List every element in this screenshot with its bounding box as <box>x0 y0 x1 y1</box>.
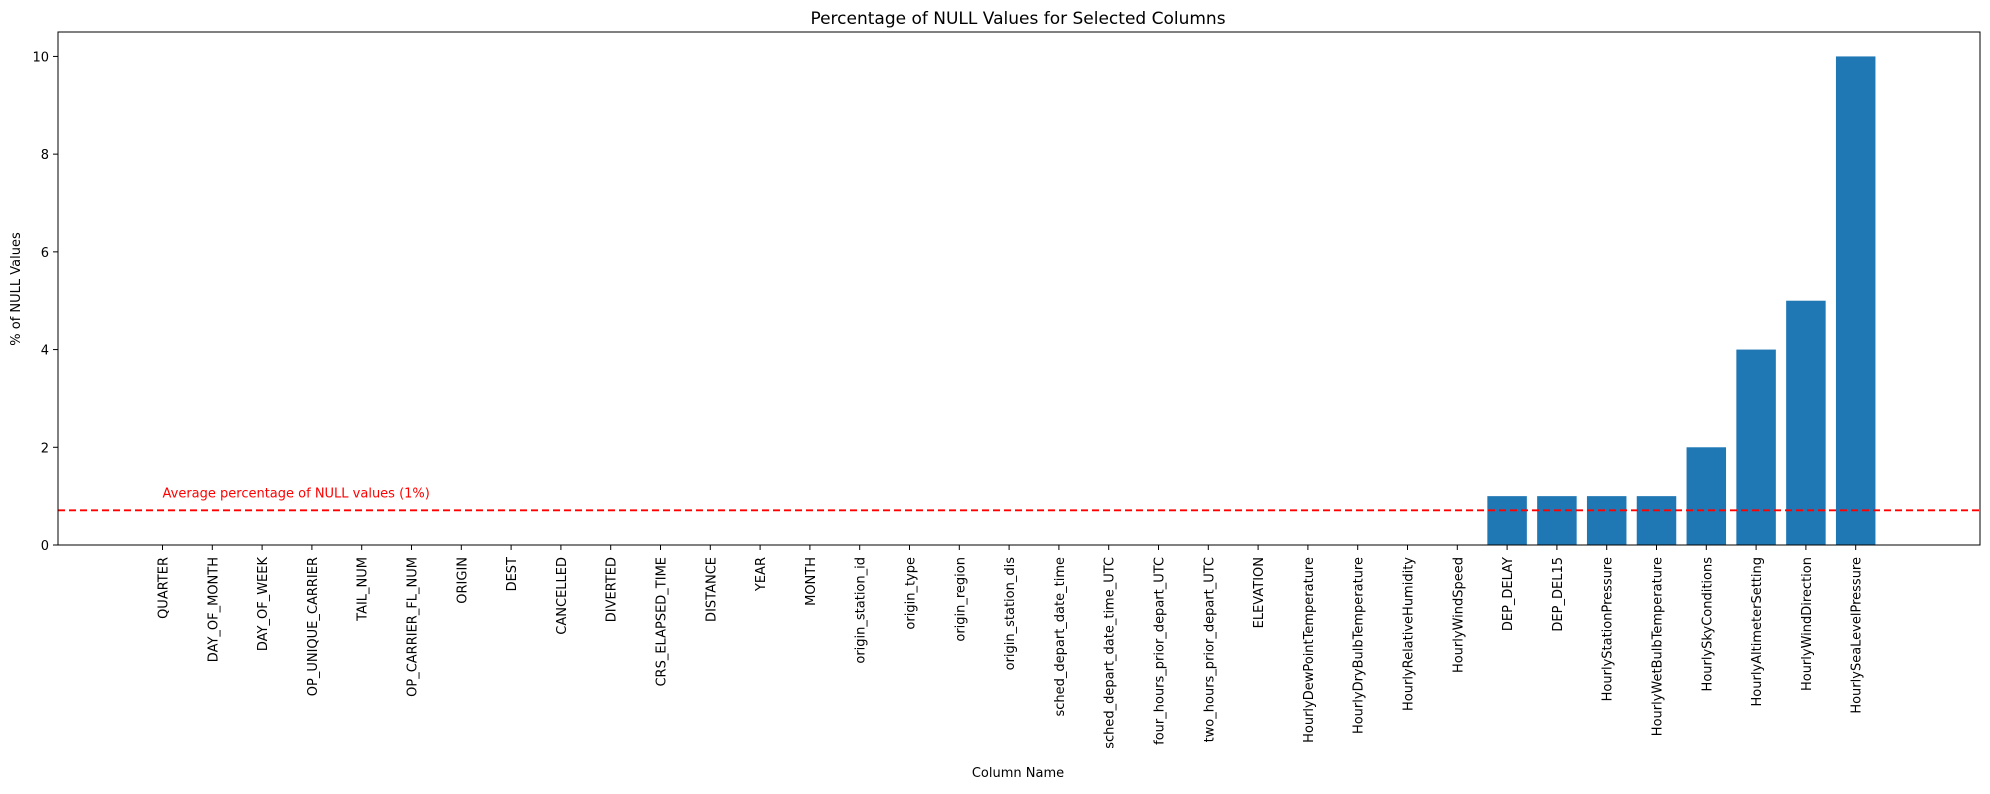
y-axis-label: % of NULL Values <box>9 232 24 346</box>
bar <box>1487 496 1527 545</box>
y-tick-label: 6 <box>41 246 49 261</box>
x-tick-label: YEAR <box>754 557 769 592</box>
x-axis-label: Column Name <box>972 766 1064 781</box>
x-tick-label: origin_type <box>904 557 919 630</box>
y-axis-ticks: 0 2 4 6 8 10 <box>32 50 58 554</box>
x-tick-label: sched_depart_date_time_UTC <box>1103 557 1118 749</box>
x-tick-label: origin_region <box>953 557 968 642</box>
x-tick-label: DEP_DEL15 <box>1551 557 1566 632</box>
bar <box>1586 496 1627 545</box>
bar <box>1636 496 1677 545</box>
reference-line-group: Average percentage of NULL values (1%) <box>58 486 1980 512</box>
x-tick-label: origin_station_id <box>854 557 869 664</box>
x-tick-label: CRS_ELAPSED_TIME <box>655 557 670 687</box>
x-tick-label: QUARTER <box>157 557 172 619</box>
x-tick-label: HourlyStationPressure <box>1601 557 1616 701</box>
x-tick-label: ORIGIN <box>455 557 470 604</box>
x-tick-label: HourlyAltimeterSetting <box>1750 557 1765 706</box>
x-tick-label: DAY_OF_MONTH <box>206 557 221 662</box>
x-tick-label: HourlyDryBulbTemperature <box>1352 557 1367 734</box>
x-tick-label: TAIL_NUM <box>356 557 371 622</box>
x-tick-label: origin_station_dis <box>1003 557 1018 671</box>
y-tick-label: 10 <box>32 50 49 65</box>
x-tick-label: HourlyWetBulbTemperature <box>1651 557 1666 736</box>
y-tick-label: 4 <box>41 344 49 359</box>
bar <box>1686 447 1727 545</box>
bars-group <box>1487 56 1876 546</box>
y-tick-label: 2 <box>41 441 49 456</box>
x-tick-label: OP_CARRIER_FL_NUM <box>406 557 421 697</box>
y-tick-label: 0 <box>41 539 49 554</box>
chart-title: Percentage of NULL Values for Selected C… <box>810 9 1225 29</box>
x-tick-label: four_hours_prior_depart_UTC <box>1153 557 1168 745</box>
x-tick-label: DIVERTED <box>605 557 620 622</box>
x-tick-label: DAY_OF_WEEK <box>256 557 271 652</box>
x-axis-ticks: QUARTER DAY_OF_MONTH DAY_OF_WEEK OP_UNIQUE_… <box>157 545 1865 749</box>
x-tick-label: DISTANCE <box>704 557 719 622</box>
x-tick-label: MONTH <box>804 557 819 606</box>
x-tick-label: HourlyWindDirection <box>1800 557 1815 691</box>
x-tick-label: two_hours_prior_depart_UTC <box>1202 557 1217 742</box>
x-tick-label: CANCELLED <box>555 557 570 635</box>
bar <box>1835 56 1876 546</box>
x-tick-label: DEST <box>505 557 520 591</box>
x-tick-label: HourlyWindSpeed <box>1451 557 1466 673</box>
y-tick-label: 8 <box>41 148 49 163</box>
x-tick-label: HourlyRelativeHumidity <box>1402 557 1417 711</box>
bar <box>1537 496 1577 545</box>
bar <box>1736 349 1776 545</box>
x-tick-label: HourlySeaLevelPressure <box>1850 557 1865 714</box>
x-tick-label: ELEVATION <box>1252 557 1267 628</box>
x-tick-label: OP_UNIQUE_CARRIER <box>306 557 321 696</box>
x-tick-label: sched_depart_date_time <box>1053 557 1068 717</box>
x-tick-label: HourlyDewPointTemperature <box>1302 557 1317 743</box>
x-tick-label: HourlySkyConditions <box>1700 557 1715 692</box>
plot-frame <box>57 31 1981 546</box>
bar <box>1786 300 1826 545</box>
average-reference-label: Average percentage of NULL values (1%) <box>163 486 430 501</box>
x-tick-label: DEP_DELAY <box>1501 557 1516 631</box>
